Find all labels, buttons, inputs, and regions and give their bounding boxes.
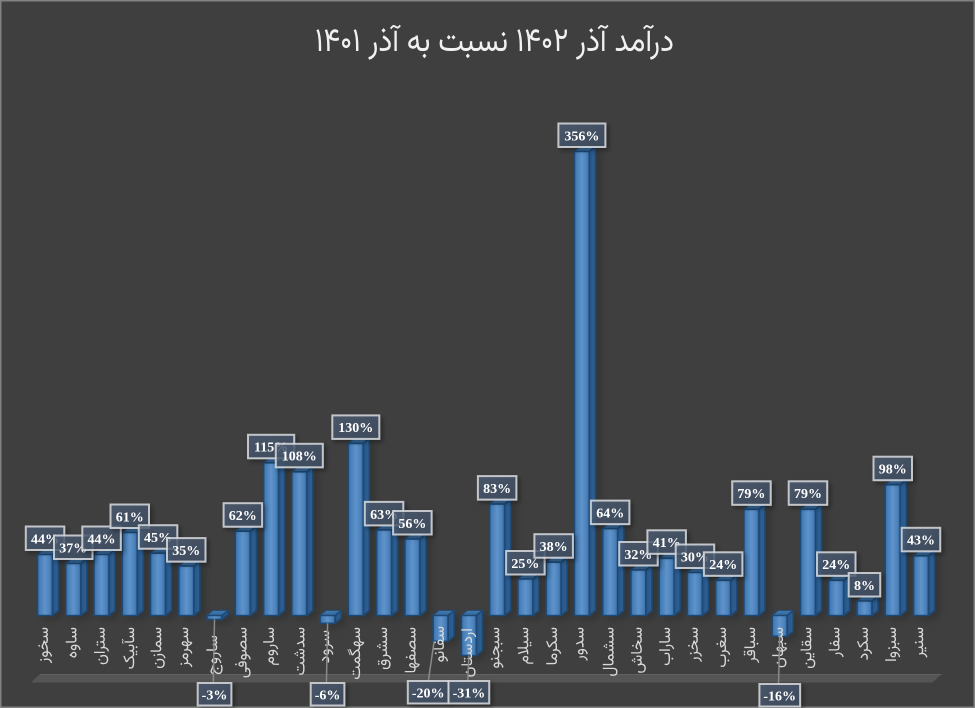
svg-text:-31%: -31% xyxy=(453,686,486,701)
svg-text:130%: 130% xyxy=(338,421,373,436)
svg-text:108%: 108% xyxy=(282,450,317,465)
svg-text:83%: 83% xyxy=(483,482,511,497)
svg-text:64%: 64% xyxy=(596,507,624,522)
svg-text:37%: 37% xyxy=(59,541,87,556)
svg-text:38%: 38% xyxy=(540,540,568,555)
svg-text:56%: 56% xyxy=(398,517,426,532)
svg-text:44%: 44% xyxy=(88,532,116,547)
svg-text:24%: 24% xyxy=(709,558,737,573)
svg-text:-6%: -6% xyxy=(315,688,341,703)
svg-text:-20%: -20% xyxy=(412,686,445,701)
svg-text:79%: 79% xyxy=(794,487,822,502)
svg-text:30%: 30% xyxy=(681,550,709,565)
svg-text:25%: 25% xyxy=(511,557,539,572)
svg-text:8%: 8% xyxy=(854,579,875,594)
svg-text:44%: 44% xyxy=(31,532,59,547)
svg-text:35%: 35% xyxy=(172,544,200,559)
svg-text:79%: 79% xyxy=(737,487,765,502)
svg-text:98%: 98% xyxy=(879,463,907,478)
svg-text:-3%: -3% xyxy=(202,688,228,703)
svg-text:-16%: -16% xyxy=(763,689,796,704)
svg-text:45%: 45% xyxy=(144,531,172,546)
svg-text:43%: 43% xyxy=(907,534,935,549)
svg-text:356%: 356% xyxy=(564,129,599,144)
svg-text:61%: 61% xyxy=(116,510,144,525)
svg-text:63%: 63% xyxy=(370,508,398,523)
svg-text:41%: 41% xyxy=(653,536,681,551)
svg-text:32%: 32% xyxy=(624,548,652,563)
svg-text:24%: 24% xyxy=(822,558,850,573)
svg-text:62%: 62% xyxy=(229,509,257,524)
